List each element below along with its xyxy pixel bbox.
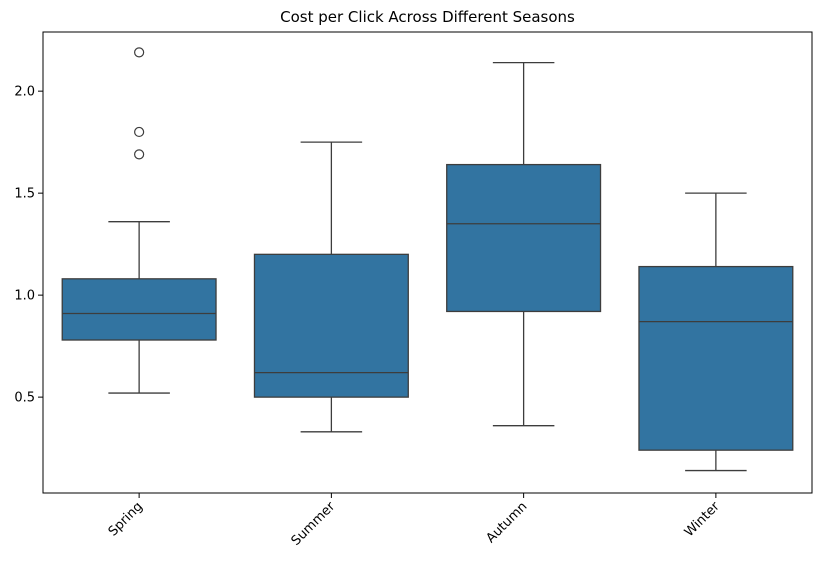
outlier-spring-2 [134,47,145,58]
x-tick-label-winter: Winter [682,499,723,540]
outlier-spring-0 [134,149,145,160]
y-tick-label-3: 2.0 [14,85,35,100]
x-tick-label-spring: Spring [106,499,146,539]
outlier-spring-1 [134,126,145,138]
y-tick-label-2: 1.5 [14,187,35,202]
box-winter [638,265,794,451]
x-tick-label-summer: Summer [289,499,339,549]
box-summer [253,253,409,398]
chart-title: Cost per Click Across Different Seasons [280,8,575,26]
x-tick-label-autumn: Autumn [484,499,531,546]
box-autumn [446,163,602,313]
y-tick-label-1: 1.0 [14,289,35,304]
plot-frame [42,31,813,494]
y-tick-label-0: 0.5 [14,391,35,406]
box-spring [61,278,217,341]
